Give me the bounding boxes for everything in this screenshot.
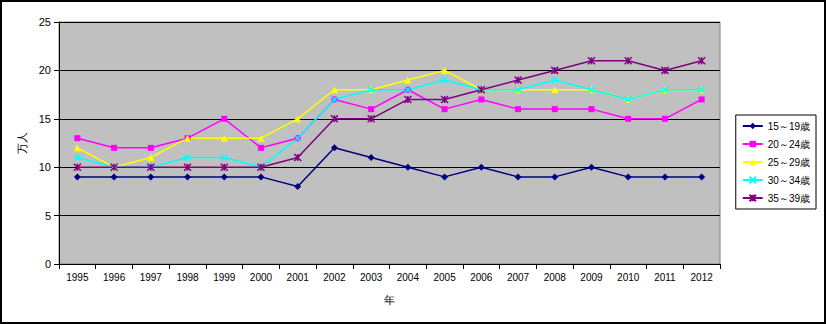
svg-text:万人: 万人 (16, 132, 28, 154)
svg-text:1998: 1998 (176, 272, 199, 283)
svg-text:2007: 2007 (507, 272, 530, 283)
svg-text:10: 10 (39, 161, 51, 173)
svg-text:2005: 2005 (433, 272, 456, 283)
svg-text:2012: 2012 (691, 272, 714, 283)
svg-text:5: 5 (45, 210, 51, 222)
svg-text:0: 0 (45, 258, 51, 270)
svg-text:1996: 1996 (103, 272, 126, 283)
svg-text:15～19歳: 15～19歳 (768, 121, 810, 132)
svg-text:15: 15 (39, 113, 51, 125)
svg-text:2008: 2008 (544, 272, 567, 283)
svg-text:35～39歳: 35～39歳 (768, 193, 810, 204)
svg-text:1995: 1995 (66, 272, 89, 283)
svg-text:2006: 2006 (470, 272, 493, 283)
svg-text:1999: 1999 (213, 272, 236, 283)
svg-text:年: 年 (384, 294, 395, 306)
svg-text:25～29歳: 25～29歳 (768, 157, 810, 168)
svg-text:2002: 2002 (323, 272, 346, 283)
svg-text:1997: 1997 (140, 272, 163, 283)
svg-text:2001: 2001 (287, 272, 310, 283)
svg-text:2010: 2010 (617, 272, 640, 283)
svg-text:2000: 2000 (250, 272, 273, 283)
svg-text:2004: 2004 (397, 272, 420, 283)
svg-text:2009: 2009 (580, 272, 603, 283)
svg-text:20: 20 (39, 64, 51, 76)
svg-text:2003: 2003 (360, 272, 383, 283)
svg-text:30～34歳: 30～34歳 (768, 175, 810, 186)
svg-text:20～24歳: 20～24歳 (768, 139, 810, 150)
svg-text:2011: 2011 (654, 272, 676, 283)
svg-text:25: 25 (39, 16, 51, 28)
